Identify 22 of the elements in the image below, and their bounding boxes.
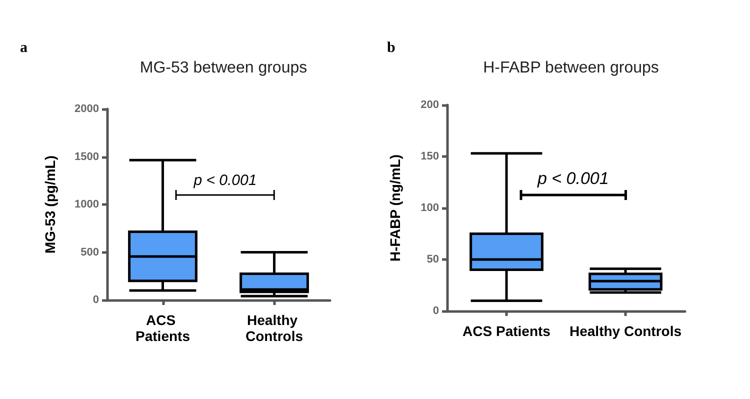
x-tick-label: Healthy Controls <box>245 312 304 344</box>
x-tick-label: ACS Patients <box>462 323 551 339</box>
y-tick-label: 150 <box>420 150 439 162</box>
annotation: p < 0.001 <box>194 172 257 189</box>
chart-title: MG-53 between groups <box>140 60 308 76</box>
y-tick-label: 1000 <box>74 198 99 210</box>
y-axis-title: MG-53 (pg/mL) <box>42 156 58 254</box>
chart-title: H-FABP between groups <box>483 60 659 76</box>
annotation: p < 0.001 <box>537 168 609 189</box>
text: a <box>20 40 28 57</box>
y-tick-label: 0 <box>432 305 439 317</box>
y-tick-label: 0 <box>92 294 99 306</box>
y-axis-title: H-FABP (ng/mL) <box>387 154 403 262</box>
y-tick-label: 200 <box>420 99 439 111</box>
x-tick-label: Healthy Controls <box>569 323 682 339</box>
y-tick-label: 100 <box>420 202 439 214</box>
y-tick-label: 50 <box>426 254 439 266</box>
text: b <box>387 40 396 57</box>
x-tick-label: ACS Patients <box>136 312 190 344</box>
y-tick-label: 500 <box>80 246 99 258</box>
y-tick-label: 2000 <box>74 103 99 115</box>
y-tick-label: 1500 <box>74 150 99 163</box>
